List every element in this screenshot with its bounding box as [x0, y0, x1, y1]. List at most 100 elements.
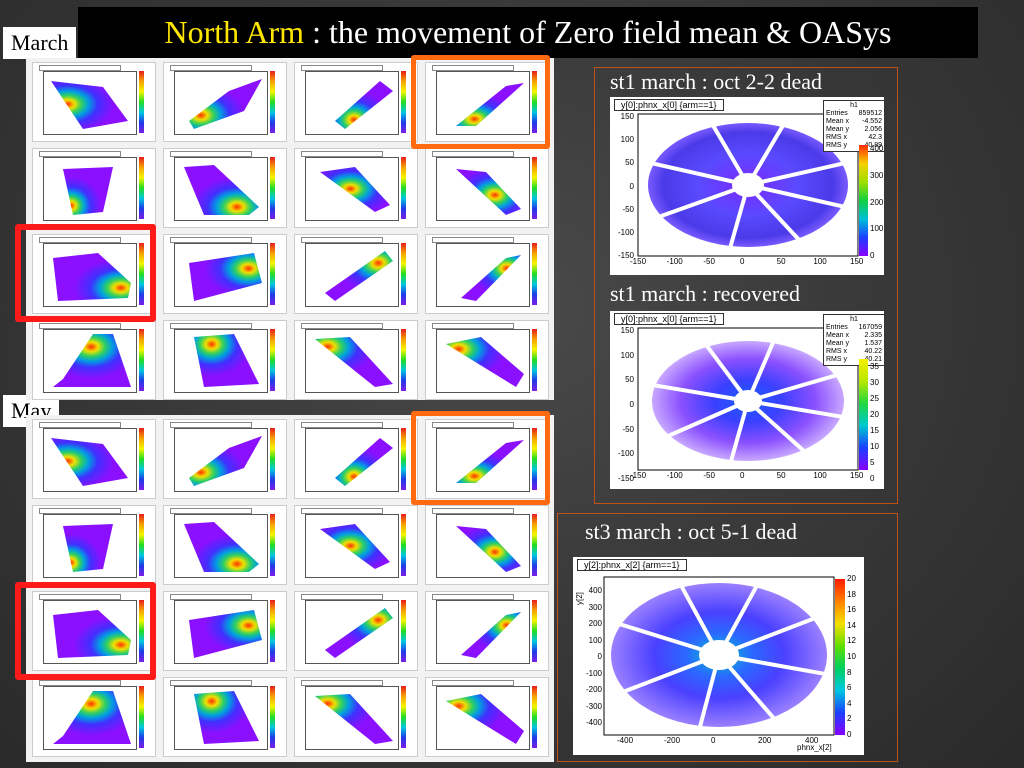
- x-tick-label: 100: [813, 471, 827, 480]
- thumbnail-plot: [163, 148, 287, 228]
- march-plot-grid: [26, 58, 554, 400]
- st3-frame: [557, 513, 898, 762]
- y-tick-label: -200: [585, 685, 602, 694]
- may-plot-grid: [26, 415, 554, 762]
- caption-st3-dead: st3 march : oct 5-1 dead: [585, 519, 797, 544]
- thumbnail-plot: [294, 677, 418, 757]
- y-tick-label: -100: [585, 668, 602, 678]
- z-tick-label: 25: [870, 394, 879, 403]
- y-tick-label: 400: [588, 586, 602, 595]
- y-tick-label: -100: [617, 227, 634, 237]
- z-tick-label: 6: [847, 683, 852, 693]
- thumbnail-plot: [294, 591, 418, 671]
- thumbnail-plot: [32, 320, 156, 400]
- highlight-box-may-red: [15, 582, 156, 680]
- thumbnail-plot: [425, 505, 549, 585]
- z-tick-label: 5: [870, 458, 875, 467]
- z-tick-label: 200: [870, 197, 884, 207]
- z-tick-label: 10: [870, 442, 879, 451]
- x-tick-label: -150: [630, 471, 647, 480]
- x-tick-label: 0: [711, 736, 716, 745]
- thumbnail-plot: [425, 234, 549, 314]
- y-tick-label: 200: [588, 619, 602, 628]
- thumbnail-plot: [32, 677, 156, 757]
- x-tick-label: -150: [630, 257, 647, 266]
- label-may: May: [3, 395, 60, 427]
- thumbnail-plot: [294, 234, 418, 314]
- z-tick-label: 30: [870, 378, 879, 387]
- y-tick-label: -50: [622, 204, 634, 214]
- title-highlight: North Arm: [164, 14, 305, 50]
- thumbnail-plot: [294, 62, 418, 142]
- stats-row: Mean x -4.552: [826, 118, 882, 125]
- x-tick-label: 150: [850, 257, 864, 266]
- thumbnail-plot: [163, 62, 287, 142]
- thumbnail-plot: [425, 419, 549, 499]
- y-tick-label: -150: [617, 251, 634, 260]
- slide-title: North Arm : the movement of Zero field m…: [78, 7, 978, 58]
- z-tick-label: 18: [847, 589, 856, 599]
- highlight-box-march-orange: [411, 55, 550, 149]
- z-tick-label: 20: [847, 574, 856, 583]
- z-tick-label: 0: [870, 251, 875, 260]
- stats-row: Entries 167059: [826, 324, 882, 331]
- z-tick-label: 0: [847, 730, 852, 739]
- plot-st1-recovered: y[0]:phnx_x[0] {arm==1} h1 Entries 167059 M…: [610, 311, 885, 489]
- z-tick-label: 15: [870, 426, 879, 435]
- x-tick-label: -100: [666, 471, 683, 480]
- plot-st1-dead: y[0]:phnx_x[0] {arm==1} h1 Entries 859512 M…: [610, 97, 885, 275]
- y-tick-label: 300: [588, 602, 602, 612]
- z-tick-label: 4: [847, 698, 852, 708]
- highlight-box-march-red: [15, 224, 156, 322]
- thumbnail-plot: [163, 320, 287, 400]
- stats-name: h1: [850, 316, 858, 323]
- z-tick-label: 10: [847, 652, 856, 661]
- caption-st1-recovered: st1 march : recovered: [610, 281, 800, 306]
- y-tick-label: 100: [620, 135, 634, 145]
- thumbnail-plot: [163, 505, 287, 585]
- y-tick-label: -400: [585, 718, 602, 727]
- z-tick-label: 20: [870, 410, 879, 419]
- y-tick-label: 100: [588, 635, 602, 645]
- y-tick-label: 100: [620, 350, 634, 360]
- thumbnail-plot: [32, 148, 156, 228]
- z-tick-label: 8: [847, 667, 852, 677]
- z-tick-label: 35: [870, 362, 879, 371]
- x-tick-label: 50: [776, 257, 786, 266]
- thumbnail-plot: [32, 234, 156, 314]
- thumbnail-plot: [425, 148, 549, 228]
- stats-row: RMS y 40.21: [826, 356, 882, 363]
- thumbnail-plot: [32, 62, 156, 142]
- plot3-canvas: [603, 576, 835, 736]
- stats-row: Mean y 2.056: [826, 126, 882, 133]
- thumbnail-plot: [163, 234, 287, 314]
- y-tick-label: -150: [617, 474, 634, 483]
- plot3-title: y[2]:phnx_x[2] {arm==1}: [577, 559, 687, 571]
- z-tick-label: 14: [847, 620, 856, 630]
- thumbnail-plot: [163, 677, 287, 757]
- label-march: March: [3, 27, 77, 59]
- thumbnail-plot: [294, 320, 418, 400]
- thumbnail-plot: [163, 591, 287, 671]
- stats-row: Entries 859512: [826, 110, 882, 117]
- plot-st3-dead: y[2]:phnx_x[2] {arm==1} y[2] phnx_x[2] -…: [573, 557, 864, 755]
- y-tick-label: 150: [620, 112, 634, 121]
- x-tick-label: 0: [740, 257, 745, 266]
- st1-frame: [594, 67, 898, 504]
- x-tick-label: 150: [850, 471, 864, 480]
- thumbnail-plot: [294, 419, 418, 499]
- y-tick-label: 0: [629, 400, 634, 409]
- y-tick-label: 50: [625, 375, 634, 385]
- thumbnail-plot: [294, 505, 418, 585]
- z-tick-label: 2: [847, 714, 852, 724]
- x-tick-label: 0: [740, 471, 745, 480]
- x-tick-label: -200: [664, 736, 681, 745]
- x-tick-label: 400: [805, 736, 819, 745]
- plot1-stats-box: h1 Entries 859512 Mean x -4.552 Mean y 2.056 RM…: [823, 100, 885, 152]
- y-tick-label: 150: [620, 326, 634, 335]
- y-tick-label: -100: [617, 449, 634, 459]
- plot1-canvas: [637, 113, 859, 257]
- plot2-title: y[0]:phnx_x[0] {arm==1}: [614, 313, 724, 325]
- x-tick-label: -50: [703, 471, 715, 480]
- title-rest: : the movement of Zero field mean & OASy…: [304, 14, 892, 50]
